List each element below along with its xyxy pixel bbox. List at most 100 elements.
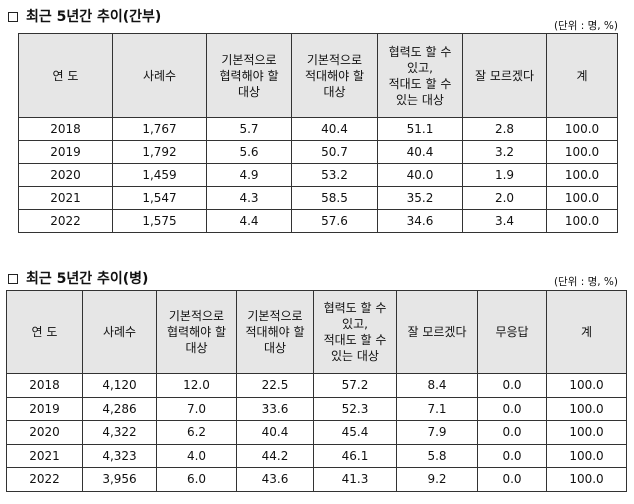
table-row: 2018 4,120 12.0 22.5 57.2 8.4 0.0 100.0 — [6, 373, 627, 398]
table-cell: 2018 — [18, 117, 113, 141]
column-header-line: 협력해야 할 — [219, 68, 279, 83]
table-cell: 34.6 — [377, 209, 463, 233]
column-header: 기본적으로 적대해야 할 대상 — [236, 290, 314, 374]
column-header-line: 있고, — [407, 60, 433, 75]
table-cell: 2.8 — [462, 117, 547, 141]
column-header-line: 기본적으로 — [221, 52, 277, 67]
table-cell: 100.0 — [546, 163, 618, 187]
table-row: 2018 1,767 5.7 40.4 51.1 2.8 100.0 — [18, 117, 618, 141]
table-cell: 7.1 — [396, 396, 478, 421]
column-header-line: 잘 모르겠다 — [474, 68, 534, 83]
table-cell: 100.0 — [546, 117, 618, 141]
table-cell: 2019 — [6, 396, 83, 421]
table-cell: 2019 — [18, 140, 113, 164]
table-cell: 6.2 — [156, 420, 237, 445]
table-row: 2019 1,792 5.6 50.7 40.4 3.2 100.0 — [18, 140, 618, 164]
unit-label: (단위 : 명, %) — [553, 276, 618, 288]
column-header: 사례수 — [82, 290, 157, 374]
column-header-line: 대상 — [185, 341, 208, 355]
table-cell: 1,767 — [112, 117, 207, 141]
table-cell: 51.1 — [377, 117, 463, 141]
table-cell: 100.0 — [546, 443, 627, 468]
column-header-line: 협력도 할 수 — [388, 44, 452, 59]
table-cell: 1,575 — [112, 209, 207, 233]
column-header-line: 대상 — [237, 84, 261, 99]
table-row: 2022 1,575 4.4 57.6 34.6 3.4 100.0 — [18, 209, 618, 233]
column-header-line: 있는 대상 — [396, 92, 444, 107]
table-cell: 1.9 — [462, 163, 547, 187]
column-header: 무응답 — [477, 290, 547, 374]
table-body: 2018 1,767 5.7 40.4 51.1 2.8 100.0 2019 1,792 5.6… — [18, 117, 618, 233]
table-row: 2020 4,322 6.2 40.4 45.4 7.9 0.0 100.0 — [6, 420, 627, 445]
table-cell: 22.5 — [236, 373, 314, 398]
table-cell: 4,286 — [82, 396, 157, 421]
column-header: 사례수 — [112, 33, 207, 118]
table-cell: 2020 — [6, 420, 83, 445]
column-header-line: 협력도 할 수 — [323, 301, 387, 315]
table-row: 2020 1,459 4.9 53.2 40.0 1.9 100.0 — [18, 163, 618, 187]
table-cell: 100.0 — [546, 420, 627, 445]
table-cell: 53.2 — [291, 163, 378, 187]
table-cell: 7.0 — [156, 396, 237, 421]
table-cell: 4.9 — [206, 163, 292, 187]
column-header-line: 잘 모르겠다 — [407, 325, 467, 339]
checkbox-square-icon — [8, 12, 18, 22]
table-cell: 46.1 — [313, 443, 397, 468]
table-cell: 40.0 — [377, 163, 463, 187]
table-cell: 5.7 — [206, 117, 292, 141]
column-header-line: 사례수 — [142, 68, 177, 83]
section-title: 최근 5년간 추이(간부) — [26, 9, 162, 25]
table-cell: 4,120 — [82, 373, 157, 398]
column-header: 계 — [546, 33, 618, 118]
table-cell: 100.0 — [546, 186, 618, 210]
table-cell: 2022 — [6, 467, 83, 492]
table-cell: 4.0 — [156, 443, 237, 468]
column-header-line: 기본적으로 — [168, 309, 225, 323]
table-cell: 0.0 — [477, 443, 547, 468]
table-cell: 100.0 — [546, 373, 627, 398]
table-cell: 100.0 — [546, 140, 618, 164]
table-cell: 40.4 — [377, 140, 463, 164]
column-header: 협력도 할 수 있고, 적대도 할 수 있는 대상 — [377, 33, 463, 118]
column-header: 잘 모르겠다 — [462, 33, 547, 118]
table-cell: 2018 — [6, 373, 83, 398]
column-header-line: 적대도 할 수 — [388, 76, 452, 91]
table-cell: 5.8 — [396, 443, 478, 468]
column-header-line: 적대도 할 수 — [323, 333, 387, 347]
table-row: 2021 4,323 4.0 44.2 46.1 5.8 0.0 100.0 — [6, 443, 627, 468]
section-title: 최근 5년간 추이(병) — [26, 271, 149, 287]
column-header-line: 적대해야 할 — [304, 68, 364, 83]
table-cell: 50.7 — [291, 140, 378, 164]
table-row: 2019 4,286 7.0 33.6 52.3 7.1 0.0 100.0 — [6, 396, 627, 421]
table-cell: 5.6 — [206, 140, 292, 164]
column-header: 연 도 — [18, 33, 113, 118]
column-header: 협력도 할 수 있고, 적대도 할 수 있는 대상 — [313, 290, 397, 374]
column-header: 잘 모르겠다 — [396, 290, 478, 374]
table-cell: 35.2 — [377, 186, 463, 210]
table-cell: 3.4 — [462, 209, 547, 233]
table-cell: 44.2 — [236, 443, 314, 468]
table-cell: 58.5 — [291, 186, 378, 210]
column-header: 기본적으로 적대해야 할 대상 — [291, 33, 378, 118]
table-cell: 12.0 — [156, 373, 237, 398]
table-row: 2021 1,547 4.3 58.5 35.2 2.0 100.0 — [18, 186, 618, 210]
table-cell: 2022 — [18, 209, 113, 233]
column-header-line: 계 — [576, 68, 588, 83]
column-header: 기본적으로 협력해야 할 대상 — [156, 290, 237, 374]
table-cell: 0.0 — [477, 467, 547, 492]
table-cell: 2021 — [6, 443, 83, 468]
column-header-line: 있는 대상 — [331, 349, 379, 363]
table-cell: 41.3 — [313, 467, 397, 492]
table-cell: 1,547 — [112, 186, 207, 210]
checkbox-square-icon — [8, 274, 18, 284]
column-header-line: 사례수 — [102, 325, 137, 339]
table-cell: 3.2 — [462, 140, 547, 164]
table-cell: 1,792 — [112, 140, 207, 164]
table-cell: 0.0 — [477, 373, 547, 398]
column-header-line: 연 도 — [31, 325, 58, 339]
table-cell: 33.6 — [236, 396, 314, 421]
column-header: 연 도 — [6, 290, 83, 374]
